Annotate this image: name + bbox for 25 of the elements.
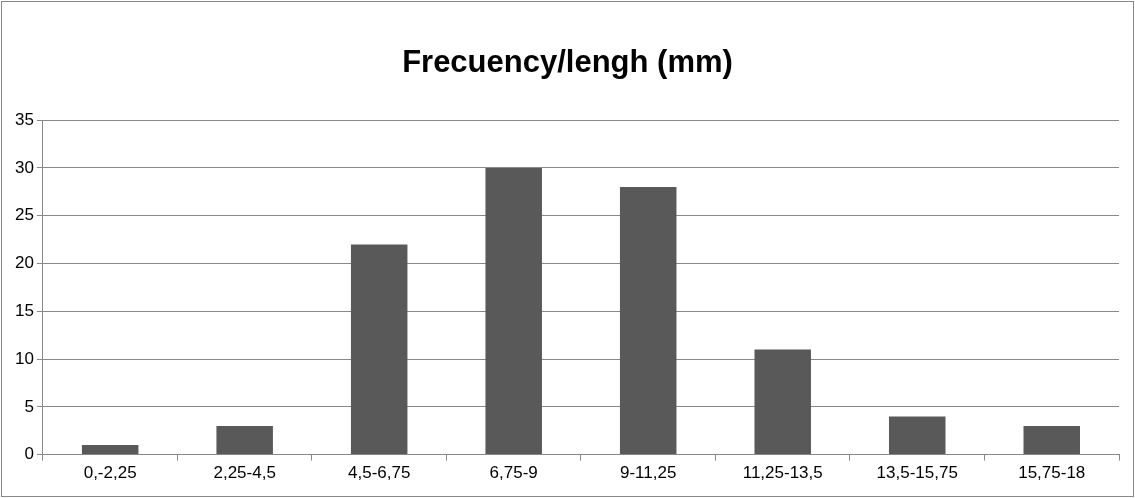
x-tick-label: 13,5-15,75 [876,463,958,483]
y-tick-label: 20 [14,253,34,273]
chart-title: Frecuency/lengh (mm) [401,44,734,80]
bar [216,425,273,455]
x-tick-label: 0,-2,25 [83,463,137,483]
bar [81,445,139,455]
x-tick-label: 9-11,25 [620,463,677,483]
bar [1023,425,1080,455]
y-tick-label: 35 [14,109,34,129]
y-tick-label: 30 [14,157,34,177]
y-tick-label: 15 [14,300,34,320]
x-tick-label: 2,25-4,5 [213,463,276,483]
bar [888,416,946,455]
y-tick-label: 5 [24,396,34,416]
bar [619,187,677,455]
bar [485,167,542,455]
y-tick-label: 10 [14,348,34,368]
y-tick-label: 0 [24,444,34,464]
bar [754,349,811,455]
x-tick-label: 4,5-6,75 [347,463,411,483]
bar [350,244,408,455]
x-tick-label: 15,75-18 [1018,463,1086,483]
x-tick-label: 11,25-13,5 [742,463,823,483]
x-tick-label: 6,75-9 [489,463,538,483]
y-tick-label: 25 [14,205,34,225]
